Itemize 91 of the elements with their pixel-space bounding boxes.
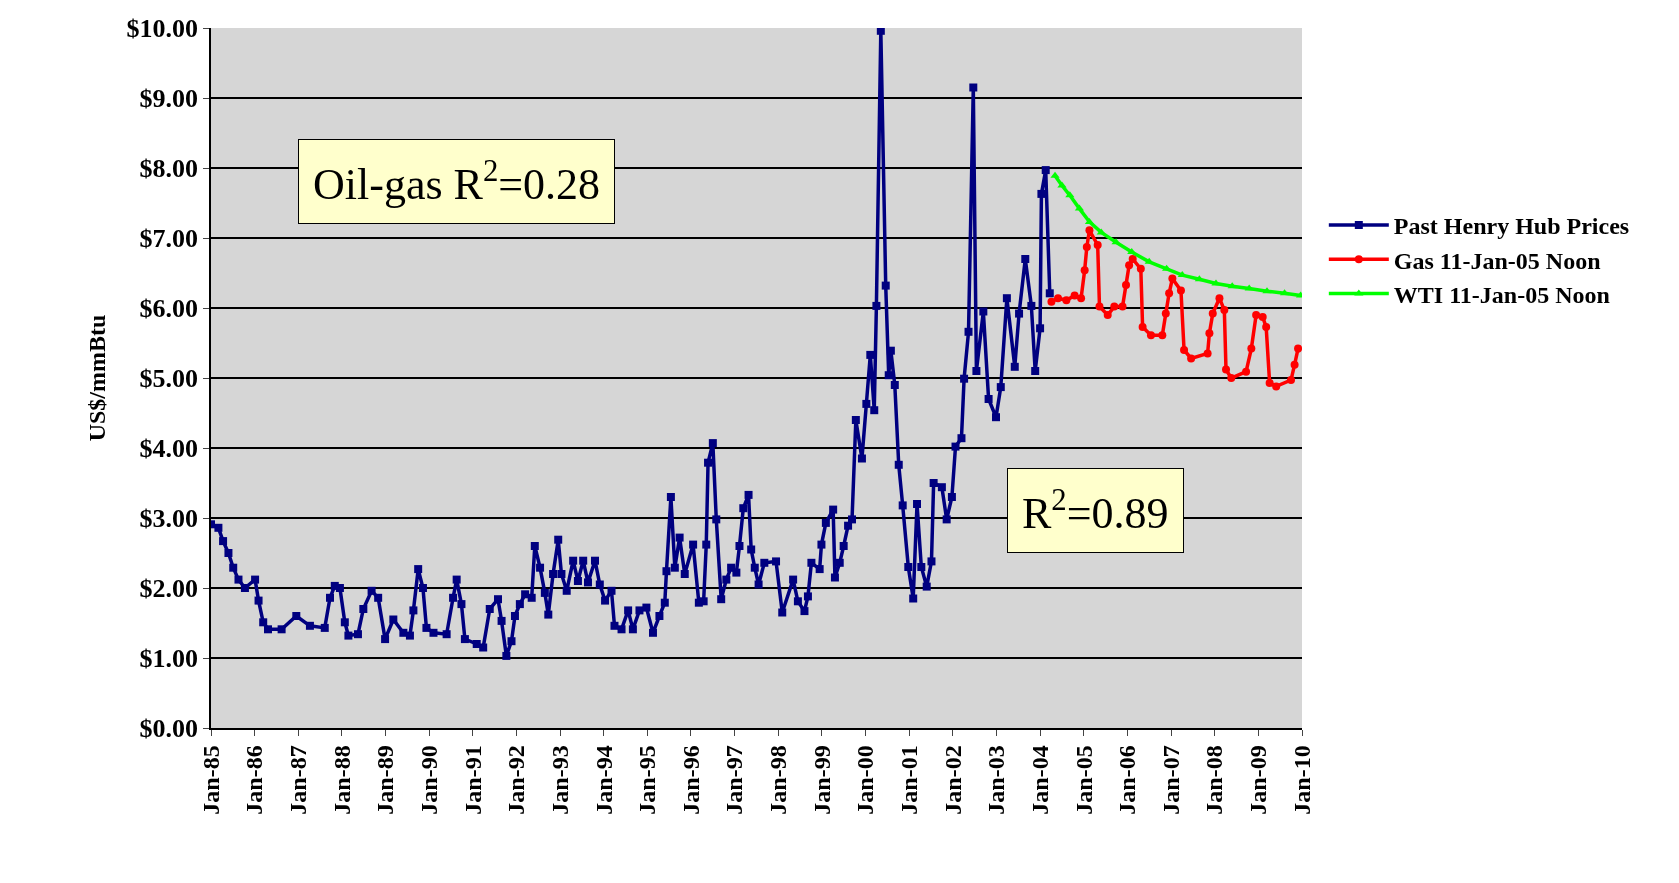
point [1054,294,1063,303]
point [1265,378,1274,387]
point [1165,289,1174,298]
y-tick-label: $7.00 [139,224,199,254]
point [1203,349,1212,358]
x-tick-label: Jan-88 [328,745,355,815]
point [1062,296,1071,305]
point [1227,374,1236,382]
point [1057,181,1067,188]
y-tick-label: $9.00 [139,84,199,114]
point [1215,294,1224,303]
point [1095,302,1104,311]
x-tick-label: Jan-02 [939,745,966,815]
point [1176,286,1185,295]
point [1070,291,1079,300]
point [1125,261,1134,270]
x-tick-label: Jan-99 [808,745,835,815]
x-tick-label: Jan-98 [765,745,792,815]
y-tick-label: $5.00 [139,364,199,394]
y-tick-label: $10.00 [126,14,199,44]
point [1128,255,1137,263]
point [1242,367,1251,376]
point [1082,243,1091,252]
point [1103,311,1112,319]
x-tick-label: Jan-04 [1026,745,1053,815]
point [1252,311,1261,319]
point [1262,322,1271,331]
x-tick-label: Jan-94 [590,745,617,815]
point [1050,171,1060,178]
point [1205,329,1214,338]
legend-label: Gas 11-Jan-05 Noon [1393,247,1601,274]
x-tick-label: Jan-10 [1288,745,1315,815]
point [1080,266,1089,275]
point [1110,302,1119,311]
y-tick-label: $6.00 [139,294,199,324]
x-tick-label: Jan-86 [241,745,268,815]
x-tick-label: Jan-93 [546,745,573,815]
point [1220,306,1229,315]
point [1146,331,1155,340]
x-tick-label: Jan-06 [1114,745,1141,815]
x-tick-label: Jan-89 [372,745,399,815]
y-tick-label: $8.00 [139,154,199,184]
annotation: R$^{2}$=0.89 [1022,483,1169,539]
x-tick-label: Jan-07 [1157,745,1184,815]
point [1222,365,1231,374]
x-tick-label: Jan-90 [415,745,442,815]
x-tick-label: Jan-91 [459,745,486,815]
x-tick-label: Jan-03 [983,745,1010,815]
point [1136,264,1145,273]
point [1272,382,1281,391]
point [1180,346,1189,354]
point [1247,344,1256,353]
point [1161,309,1170,318]
x-tick-label: Jan-92 [503,745,530,815]
point [1294,344,1302,353]
x-tick-label: Jan-97 [721,745,748,815]
point [1187,354,1196,363]
y-tick-label: $3.00 [139,504,199,534]
x-tick-label: Jan-08 [1201,745,1228,815]
point [1287,376,1296,385]
point [1262,287,1272,294]
x-tick-label: Jan-09 [1245,745,1272,815]
point [1211,279,1221,286]
point [1138,322,1147,331]
point [1085,226,1094,235]
point [1122,280,1130,289]
point [1118,302,1127,311]
x-tick-label: Jan-01 [896,745,923,815]
legend-label: WTI 11-Jan-05 Noon [1393,281,1610,308]
y-tick-label: $2.00 [139,574,199,604]
annotation: Oil-gas R$^{2}$=0.28 [313,154,601,210]
y-axis-title: US$/mmBtu [84,314,111,442]
point [1168,274,1177,283]
x-tick-label: Jan-05 [1070,745,1097,815]
point [1144,257,1154,264]
x-tick-label: Jan-00 [852,745,879,815]
y-tick-label: $1.00 [139,644,199,674]
point [1077,294,1086,303]
point [1208,309,1217,318]
legend-label: Past Henry Hub Prices [1393,213,1630,240]
x-tick-label: Jan-96 [677,745,704,815]
point [1258,313,1267,322]
point [1290,360,1299,369]
y-tick-label: $4.00 [139,434,199,464]
y-tick-label: $0.00 [139,714,199,744]
x-tick-label: Jan-87 [285,745,312,815]
point [1047,297,1056,306]
x-tick-label: Jan-95 [634,745,661,815]
point [1158,331,1167,340]
point [1093,241,1102,249]
x-tick-label: Jan-85 [197,745,224,815]
